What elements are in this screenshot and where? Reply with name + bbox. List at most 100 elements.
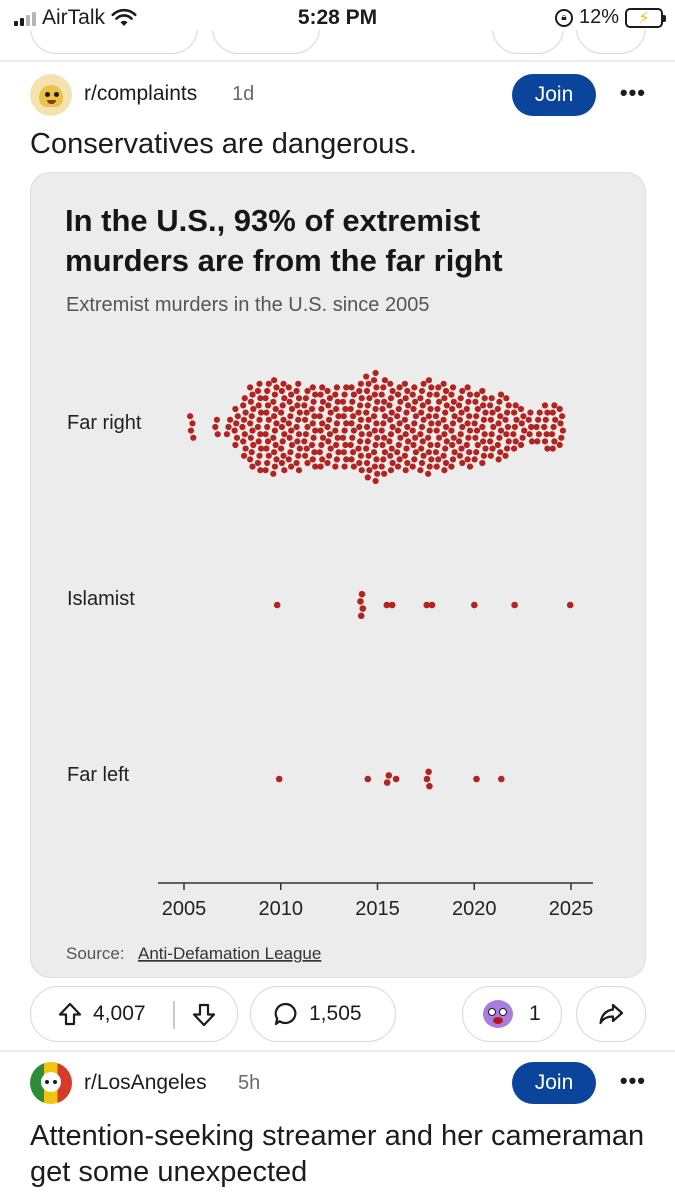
source-prefix: Source: xyxy=(66,944,125,963)
chart-dot xyxy=(357,612,365,620)
chart-dot xyxy=(348,384,355,391)
chart-dot xyxy=(520,413,527,420)
chart-dot xyxy=(419,438,426,445)
battery-charging-icon: ⚡︎ xyxy=(625,7,666,28)
chart-dot xyxy=(425,398,432,405)
previous-comment-pill[interactable] xyxy=(212,30,320,54)
chart-dot xyxy=(256,380,263,387)
chart-dot xyxy=(343,456,350,463)
chart-dot xyxy=(233,420,240,427)
chart-dot xyxy=(411,420,418,427)
chart-dot xyxy=(256,452,263,459)
chart-dot xyxy=(465,398,472,405)
chart-dot xyxy=(343,384,350,391)
previous-award-pill[interactable] xyxy=(492,30,564,54)
chart-dot xyxy=(505,402,512,409)
chart-image[interactable]: In the U.S., 93% of extremist murders ar… xyxy=(30,172,646,978)
chart-dot xyxy=(541,423,548,431)
chart-dot xyxy=(370,377,378,384)
chart-dot xyxy=(319,384,326,391)
chart-dot xyxy=(497,391,505,398)
chart-dot xyxy=(394,463,402,470)
chart-dot xyxy=(541,438,549,445)
chart-dot xyxy=(435,456,442,463)
chart-dot xyxy=(365,416,372,423)
chart-dot xyxy=(372,441,379,449)
upvote-icon[interactable] xyxy=(57,1001,83,1027)
chart-dot xyxy=(387,431,395,438)
comment-button[interactable]: 1,505 xyxy=(250,986,396,1042)
chart-dot xyxy=(341,391,348,398)
x-tick-label: 2010 xyxy=(259,898,304,920)
more-options-icon[interactable]: ••• xyxy=(619,1068,646,1093)
previous-vote-pill[interactable] xyxy=(30,30,198,54)
post-title[interactable]: Conservatives are dangerous. xyxy=(30,128,417,160)
previous-post-actions xyxy=(0,30,675,56)
chart-dot xyxy=(405,438,412,445)
share-button[interactable] xyxy=(576,986,646,1042)
chart-dot xyxy=(335,449,342,456)
chart-dot xyxy=(381,434,388,441)
chart-dot xyxy=(189,420,196,427)
chart-dot xyxy=(383,779,391,786)
subreddit-avatar[interactable] xyxy=(30,74,72,116)
more-options-icon[interactable]: ••• xyxy=(619,80,646,105)
chart-dot xyxy=(286,398,293,405)
chart-dot xyxy=(279,402,286,409)
source-link[interactable]: Anti-Defamation League xyxy=(138,944,321,963)
chart-dot xyxy=(312,463,319,470)
chart-dot xyxy=(558,434,565,441)
chart-dot xyxy=(449,405,456,413)
chart-dot xyxy=(363,445,370,452)
chart-dot xyxy=(448,391,455,398)
chart-dot xyxy=(333,384,340,391)
chart-dot xyxy=(327,409,334,416)
chart-dot xyxy=(472,398,479,405)
subreddit-name[interactable]: r/LosAngeles xyxy=(84,1071,207,1094)
chart-dot xyxy=(271,449,278,456)
chart-dot xyxy=(247,456,254,463)
join-button[interactable]: Join xyxy=(512,1062,596,1104)
chart-dot xyxy=(441,467,448,474)
chart-dot xyxy=(302,452,309,459)
chart-dot xyxy=(548,431,556,438)
chart-dot xyxy=(488,395,495,402)
chart-dot xyxy=(373,420,380,427)
chart-dot xyxy=(271,463,278,470)
subreddit-avatar[interactable] xyxy=(30,1062,72,1104)
chart-dot xyxy=(347,441,354,449)
subreddit-name[interactable]: r/complaints xyxy=(84,82,198,105)
previous-share-pill[interactable] xyxy=(576,30,646,54)
chart-dot xyxy=(428,384,435,391)
chart-dot xyxy=(240,416,248,423)
join-button[interactable]: Join xyxy=(512,74,596,116)
chart-dot xyxy=(265,416,272,423)
downvote-icon[interactable] xyxy=(191,1002,217,1028)
chart-dot xyxy=(498,775,505,783)
chart-dot xyxy=(432,449,439,456)
chart-dot xyxy=(436,434,443,441)
chart-dot xyxy=(325,402,332,409)
chart-dot xyxy=(301,438,308,445)
award-button[interactable]: 1 xyxy=(462,986,562,1042)
chart-dot xyxy=(502,452,509,459)
next-post-title[interactable]: Attention-seeking streamer and her camer… xyxy=(30,1120,645,1188)
chart-dot xyxy=(324,423,331,431)
chart-dot xyxy=(441,395,448,402)
chart-dot xyxy=(379,405,386,413)
chart-dot xyxy=(240,438,247,445)
chart-dot xyxy=(295,395,303,402)
chart-dot xyxy=(302,431,309,438)
chart-dot xyxy=(466,391,474,398)
chart-dot xyxy=(263,409,270,416)
chart-dot xyxy=(559,427,567,434)
chart-dot xyxy=(311,449,318,456)
chart-dot xyxy=(380,384,387,391)
chart-dot xyxy=(350,463,357,470)
chart-dot xyxy=(325,438,332,445)
chart-dot xyxy=(457,431,464,438)
chart-dot xyxy=(333,405,340,413)
chart-dot xyxy=(549,409,556,416)
vote-pill: 4,007 xyxy=(30,986,238,1042)
next-post-header: r/LosAngeles 5h Join ••• xyxy=(30,1060,650,1108)
